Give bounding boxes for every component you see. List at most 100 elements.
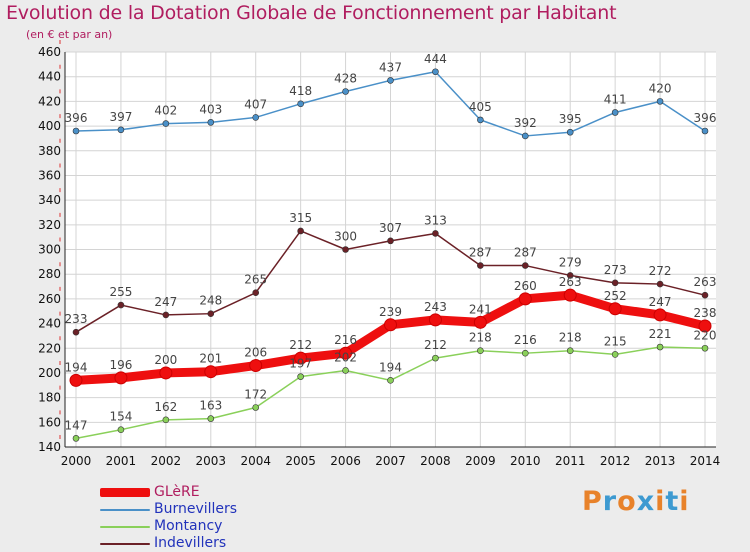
data-point [297,373,304,380]
data-point [252,114,260,121]
data-point [342,246,349,253]
series-gl-re [69,288,712,387]
data-point [477,116,484,124]
data-point [72,328,80,336]
data-point [72,435,80,442]
data-point [252,289,260,297]
x-tick-label: 2000 [61,454,92,468]
data-label: 218 [469,331,492,345]
data-label: 172 [244,388,267,402]
data-point [204,365,218,379]
data-point [701,291,709,299]
data-point [162,120,170,127]
data-label: 428 [334,72,357,86]
data-point [252,404,260,411]
data-point [566,128,574,136]
data-label: 239 [379,305,402,319]
data-point [566,347,574,355]
data-label: 403 [199,102,222,116]
data-point [432,230,439,237]
data-point [701,127,709,135]
data-point [294,351,308,365]
logo-letter: o [617,486,637,517]
x-tick-label: 2004 [240,454,271,468]
logo-letter: t [665,486,680,517]
data-point [473,315,487,329]
data-point [117,426,125,434]
data-label: 396 [65,111,88,125]
data-point [432,354,439,362]
data-label: 218 [559,331,582,345]
data-label: 200 [154,353,177,367]
data-label: 247 [154,295,177,309]
data-point [428,313,442,327]
data-label: 444 [424,52,447,66]
series-montancy [72,343,709,442]
data-label: 396 [694,111,717,125]
data-label: 233 [65,312,88,326]
data-label: 313 [424,213,447,227]
data-point [608,302,622,316]
data-label: 418 [289,84,312,98]
data-point [566,272,574,279]
data-label: 201 [199,352,222,366]
data-label: 241 [469,302,492,316]
data-label: 154 [109,410,132,424]
data-label: 279 [559,255,582,269]
x-tick-label: 2003 [196,454,227,468]
data-point [521,132,529,140]
data-label: 206 [244,346,267,360]
data-point [611,109,619,116]
data-label: 255 [109,285,132,299]
data-label: 216 [514,333,537,347]
data-point [701,344,709,352]
data-point [698,319,712,333]
y-tick-label: 380 [38,144,61,158]
data-label: 248 [199,294,222,308]
data-point [207,415,215,422]
data-label: 272 [649,264,672,278]
x-tick-label: 2014 [690,454,721,468]
data-label: 265 [244,273,267,287]
x-tick-label: 2005 [285,454,316,468]
y-tick-label: 260 [38,292,61,306]
y-tick-label: 300 [38,243,61,257]
data-label: 163 [199,399,222,413]
data-label: 194 [65,360,88,374]
data-point [387,377,394,384]
data-label: 273 [604,263,627,277]
y-tick-label: 280 [38,267,61,281]
chart-title: Evolution de la Dotation Globale de Fonc… [6,2,617,24]
data-label: 395 [559,112,582,126]
y-tick-label: 140 [38,440,61,454]
data-label: 212 [424,338,447,352]
data-point [432,68,439,76]
data-label: 397 [109,110,132,124]
data-point [342,88,349,95]
data-label: 196 [109,358,132,372]
data-label: 202 [334,350,357,364]
data-point [477,347,484,355]
data-label: 247 [649,295,672,309]
data-label: 243 [424,300,447,314]
legend-swatch [100,526,150,528]
x-tick-label: 2008 [420,454,451,468]
data-point [656,343,664,351]
data-label: 307 [379,221,402,235]
y-tick-label: 180 [38,391,61,405]
series-burnevillers [72,68,709,140]
data-point [653,308,667,322]
logo-letter: i [679,486,690,517]
chart-subtitle: (en € et par an) [26,28,113,41]
data-label: 405 [469,100,492,114]
y-tick-label: 160 [38,415,61,429]
data-label: 147 [65,418,88,432]
y-tick-label: 420 [38,94,61,108]
data-point [249,359,263,373]
data-point [384,318,397,332]
data-point [656,98,664,105]
data-point [339,346,353,360]
data-label: 216 [334,333,357,347]
legend-swatch [100,509,150,511]
